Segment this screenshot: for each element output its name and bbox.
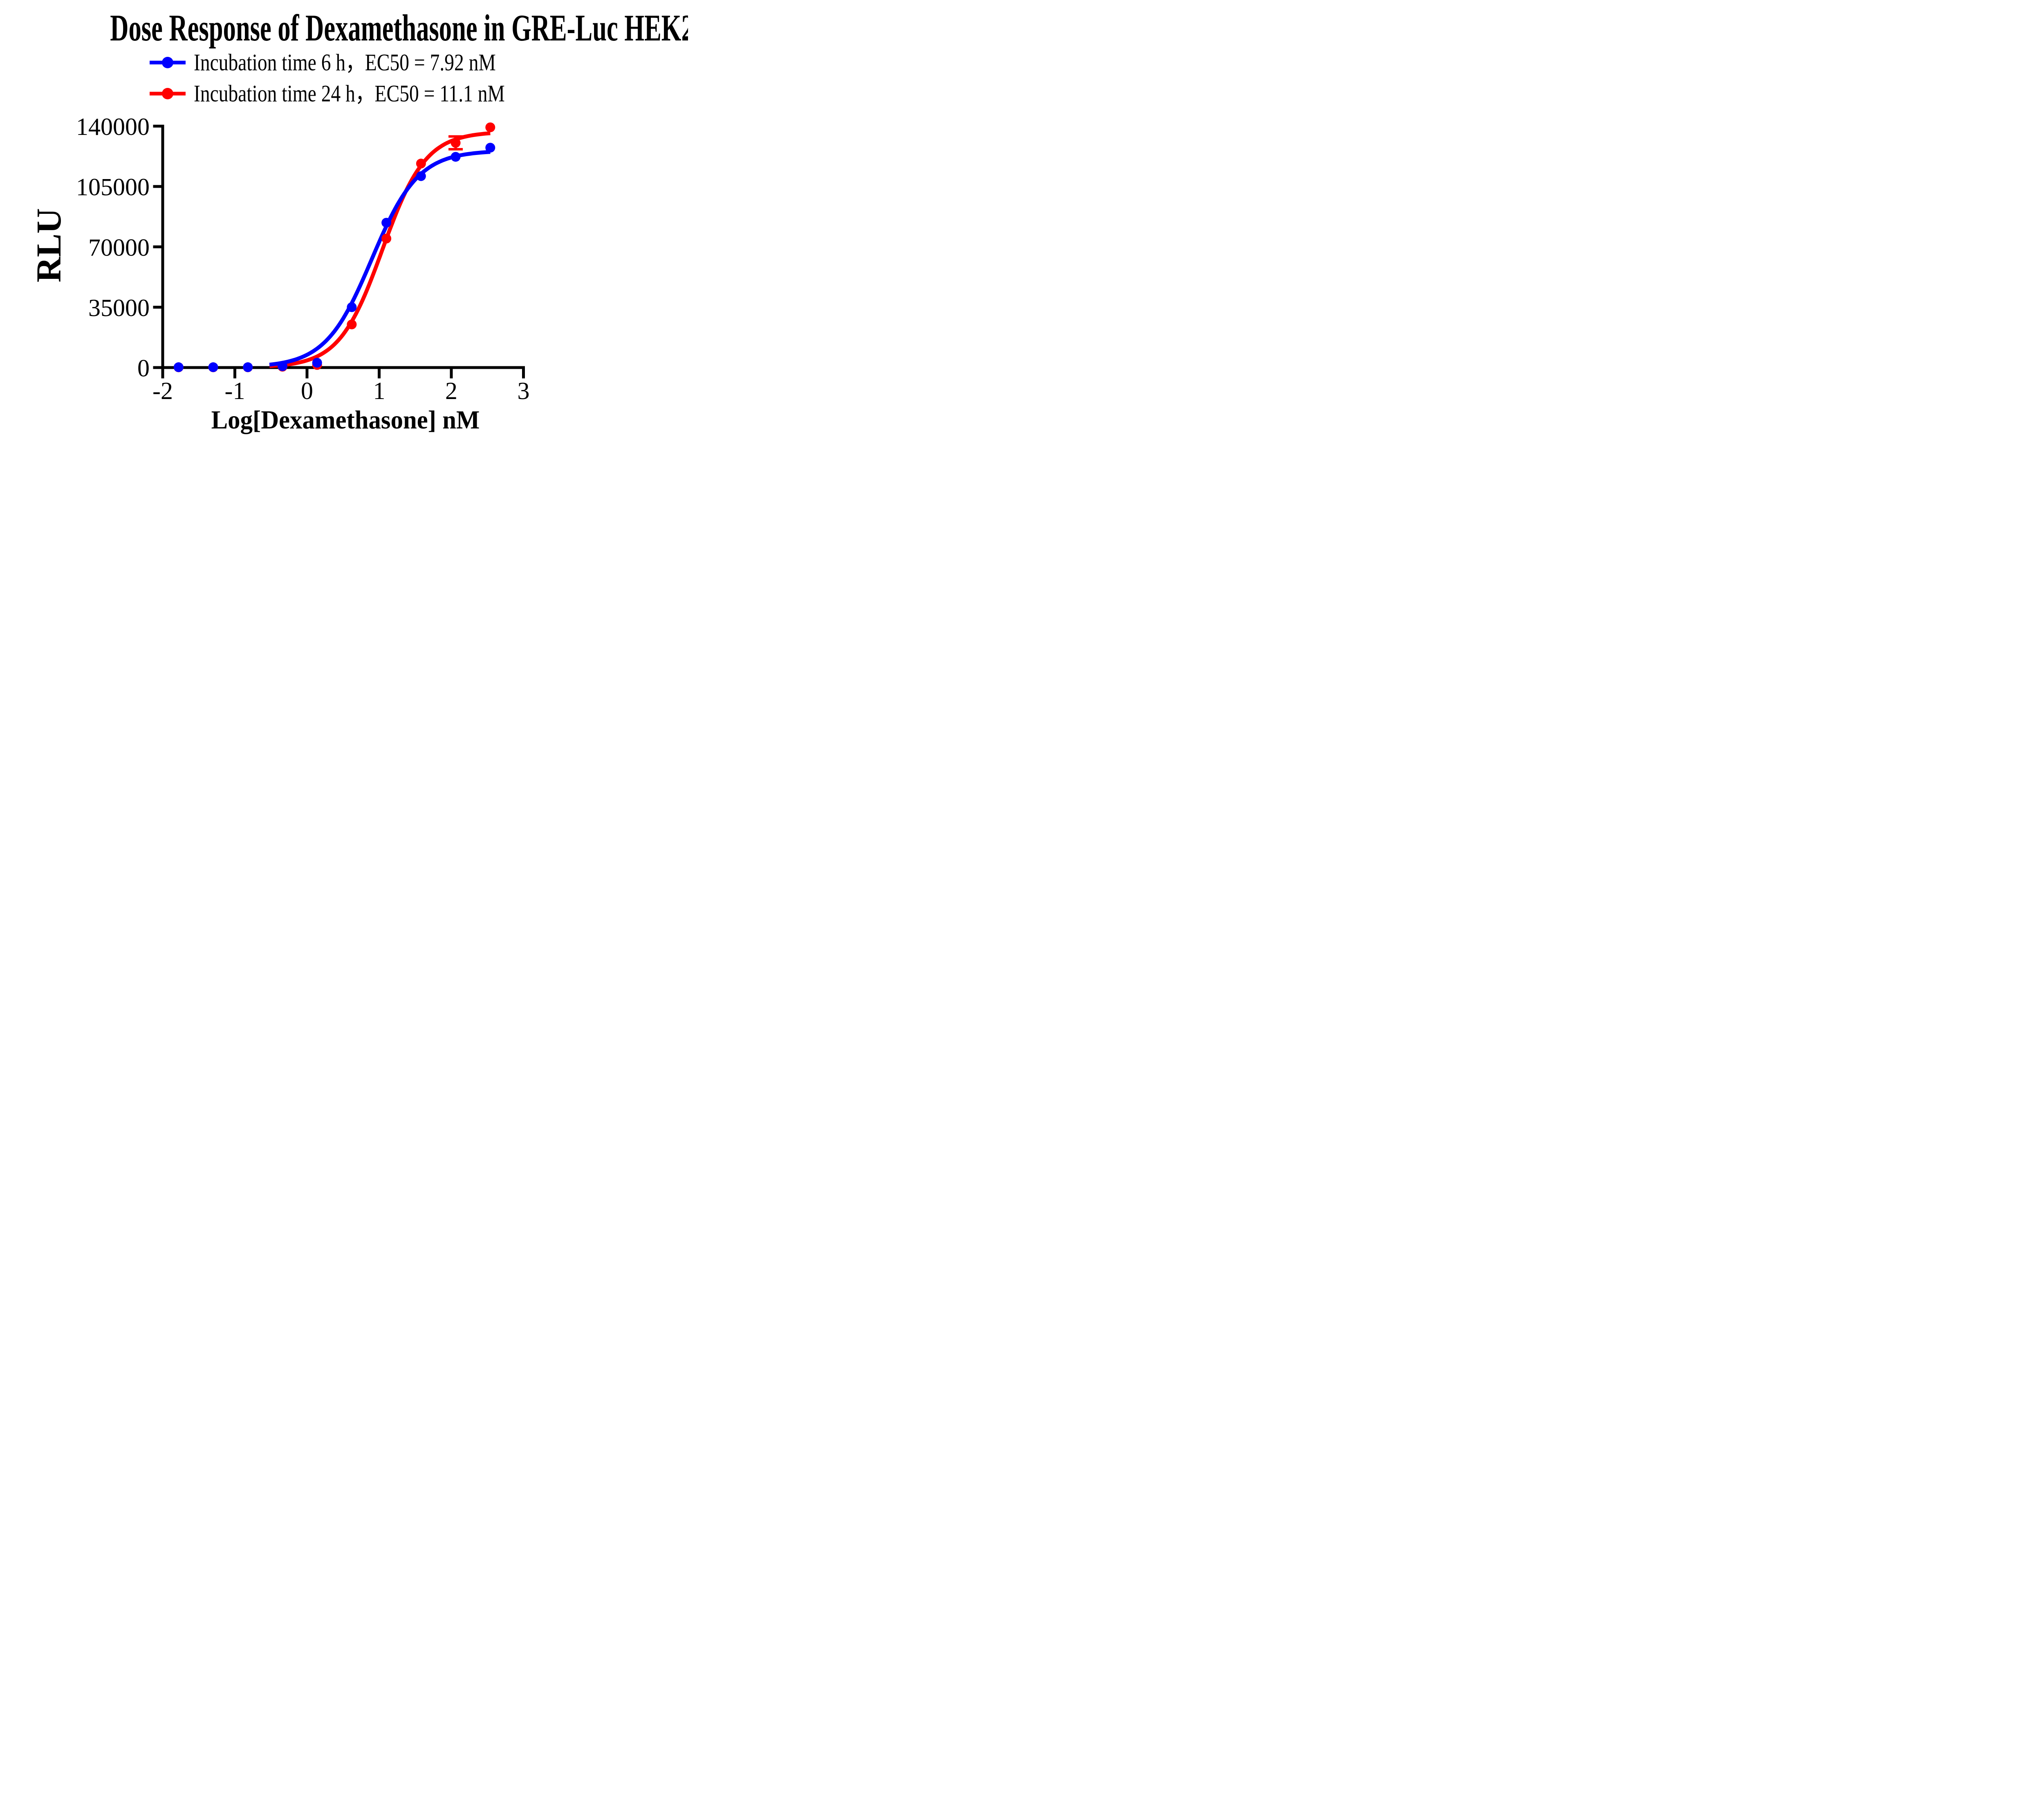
data-point-6h <box>208 362 218 372</box>
y-tick-label: 70000 <box>88 234 150 261</box>
dose-response-chart-figure: Dose Response of Dexamethasone in GRE-Lu… <box>0 0 688 448</box>
data-point-6h <box>312 358 322 368</box>
y-tick-label: 35000 <box>88 294 150 321</box>
data-point-6h <box>381 218 392 228</box>
x-tick-label: 0 <box>301 377 313 404</box>
data-point-6h <box>485 143 495 153</box>
data-point-6h <box>173 362 184 372</box>
plot-area: -2 -1 0 1 2 3 0 35000 70000 105000 140000 Log[Dexam… <box>29 113 530 435</box>
data-point-6h <box>277 361 287 371</box>
y-axis-title: RLU <box>29 208 68 283</box>
data-point-6h <box>347 302 357 312</box>
legend-label-24h: Incubation time 24 h，EC50 = 11.1 nM <box>194 80 505 107</box>
data-point-24h <box>416 159 426 169</box>
y-tick-label: 0 <box>137 355 150 382</box>
x-tick-label: 2 <box>445 377 457 404</box>
x-axis-title: Log[Dexamethasone] nM <box>211 405 480 435</box>
x-tick-label: -2 <box>152 377 173 404</box>
data-point-24h <box>485 122 495 132</box>
x-tick-label: 3 <box>518 377 530 404</box>
legend-label-6h: Incubation time 6 h，EC50 = 7.92 nM <box>194 49 496 76</box>
legend-item-6h: Incubation time 6 h，EC50 = 7.92 nM <box>149 48 562 77</box>
data-point-24h <box>381 233 392 244</box>
data-point-6h <box>243 362 253 372</box>
x-tick-label: -1 <box>225 377 245 404</box>
legend-item-24h: Incubation time 24 h，EC50 = 11.1 nM <box>149 79 573 108</box>
data-point-6h <box>450 152 461 162</box>
data-point-6h <box>416 171 426 181</box>
data-point-24h <box>347 319 357 330</box>
legend-marker-24h-line-dot-icon <box>150 88 186 99</box>
x-tick-label: 1 <box>373 377 385 404</box>
y-tick-label: 140000 <box>76 113 150 140</box>
data-point-24h <box>450 138 461 148</box>
fit-curve-24h <box>269 131 491 368</box>
legend-marker-6h-line-dot-icon <box>150 57 186 68</box>
y-tick-label: 105000 <box>76 174 150 201</box>
